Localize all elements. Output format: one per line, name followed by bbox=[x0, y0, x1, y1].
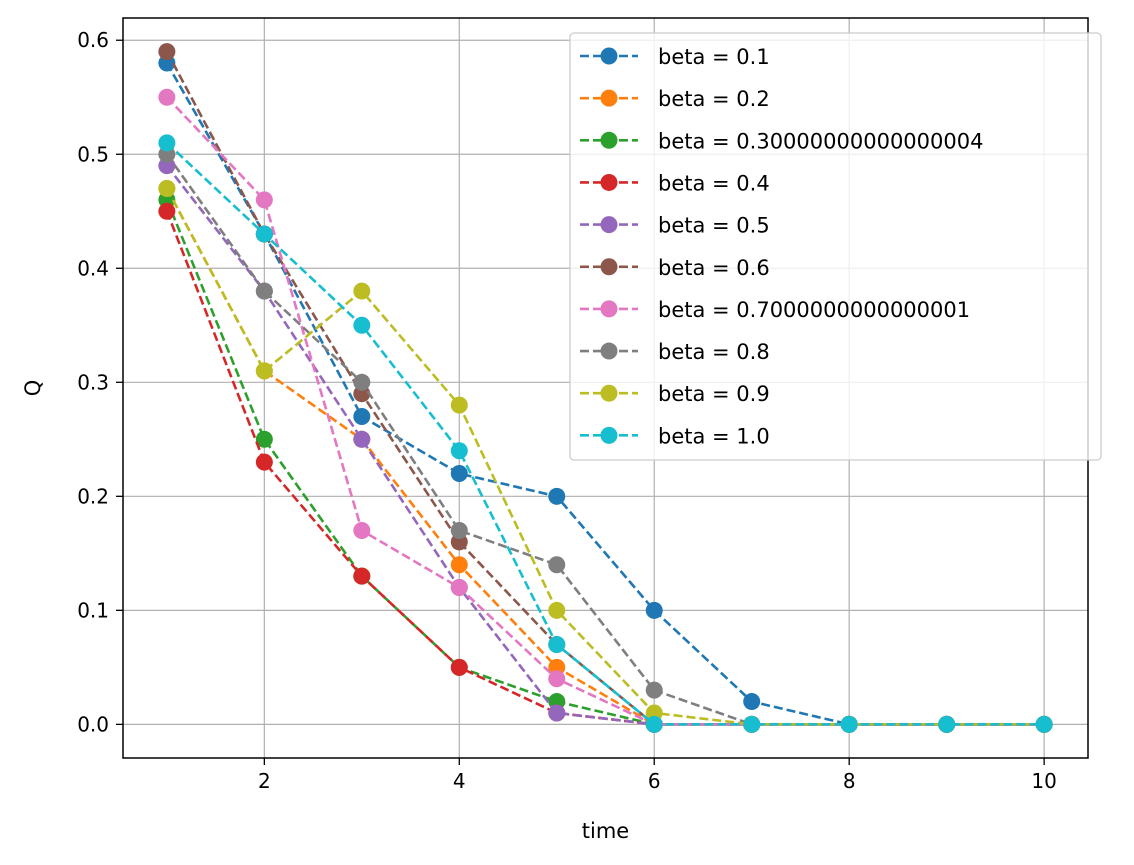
data-point bbox=[255, 430, 273, 448]
legend-marker bbox=[600, 173, 618, 191]
series-path bbox=[165, 141, 1045, 726]
data-point bbox=[255, 282, 273, 300]
series-path bbox=[165, 187, 1045, 726]
data-point bbox=[158, 88, 176, 106]
legend-marker bbox=[600, 342, 618, 360]
data-point bbox=[158, 43, 176, 61]
y-tick-label: 0.4 bbox=[77, 256, 109, 280]
x-tick-label: 4 bbox=[453, 769, 466, 793]
data-point bbox=[255, 362, 273, 380]
data-point bbox=[645, 601, 663, 619]
legend-marker bbox=[600, 89, 618, 107]
legend-label: beta = 0.9 bbox=[658, 382, 770, 406]
data-point bbox=[353, 373, 371, 391]
data-point bbox=[938, 715, 956, 733]
legend-label: beta = 0.4 bbox=[658, 171, 770, 195]
legend-marker bbox=[600, 216, 618, 234]
data-point bbox=[353, 567, 371, 585]
legend-item: beta = 0.5 bbox=[580, 214, 770, 238]
legend-item: beta = 0.9 bbox=[580, 382, 770, 406]
data-point bbox=[548, 601, 566, 619]
x-axis-label: time bbox=[582, 819, 629, 843]
legend-item: beta = 0.7000000000000001 bbox=[580, 298, 970, 322]
data-point bbox=[645, 715, 663, 733]
data-point bbox=[645, 681, 663, 699]
series-line bbox=[158, 134, 1053, 733]
data-point bbox=[353, 316, 371, 334]
data-point bbox=[1035, 715, 1053, 733]
data-point bbox=[353, 408, 371, 426]
data-point bbox=[743, 715, 761, 733]
legend: beta = 0.1 beta = 0.2 beta = 0.30000000000… bbox=[569, 32, 1102, 461]
data-point bbox=[548, 704, 566, 722]
data-point bbox=[548, 670, 566, 688]
data-point bbox=[158, 202, 176, 220]
y-tick-label: 0.3 bbox=[77, 370, 109, 394]
legend-box bbox=[569, 32, 1102, 461]
data-point bbox=[255, 453, 273, 471]
data-point bbox=[353, 282, 371, 300]
y-axis-label: Q bbox=[21, 380, 45, 397]
legend-label: beta = 0.7000000000000001 bbox=[658, 298, 970, 322]
x-tick-label: 6 bbox=[648, 769, 661, 793]
data-point bbox=[158, 179, 176, 197]
legend-marker bbox=[600, 300, 618, 318]
legend-item: beta = 0.6 bbox=[580, 256, 770, 280]
legend-item: beta = 0.1 bbox=[580, 45, 770, 69]
legend-item: beta = 0.30000000000000004 bbox=[580, 129, 983, 153]
data-point bbox=[450, 442, 468, 460]
data-point bbox=[450, 658, 468, 676]
data-point bbox=[450, 556, 468, 574]
legend-item: beta = 0.4 bbox=[580, 171, 770, 195]
data-point bbox=[840, 715, 858, 733]
data-point bbox=[743, 693, 761, 711]
y-tick-label: 0.1 bbox=[77, 598, 109, 622]
data-point bbox=[548, 487, 566, 505]
data-point bbox=[450, 465, 468, 483]
data-point bbox=[255, 191, 273, 209]
legend-item: beta = 0.2 bbox=[580, 87, 770, 111]
data-point bbox=[548, 636, 566, 654]
legend-marker bbox=[600, 426, 618, 444]
legend-marker bbox=[600, 47, 618, 65]
data-point bbox=[158, 134, 176, 152]
y-tick-label: 0.6 bbox=[77, 28, 109, 52]
data-series bbox=[158, 43, 1053, 733]
data-point bbox=[450, 522, 468, 540]
x-tick-label: 2 bbox=[258, 769, 271, 793]
x-tick-label: 10 bbox=[1031, 769, 1056, 793]
legend-label: beta = 0.6 bbox=[658, 256, 770, 280]
legend-label: beta = 0.2 bbox=[658, 87, 770, 111]
series-path bbox=[165, 62, 1045, 726]
data-point bbox=[450, 396, 468, 414]
y-tick-label: 0.5 bbox=[77, 142, 109, 166]
legend-label: beta = 0.5 bbox=[658, 214, 770, 238]
legend-label: beta = 1.0 bbox=[658, 424, 770, 448]
x-tick-label: 8 bbox=[843, 769, 856, 793]
legend-marker bbox=[600, 131, 618, 149]
legend-label: beta = 0.8 bbox=[658, 340, 770, 364]
axis-ticks: 2 4 6 8 10 0.0 0.1 0.2 0.3 0.4 0.5 0.6 bbox=[77, 28, 1057, 793]
legend-item: beta = 0.8 bbox=[580, 340, 770, 364]
data-point bbox=[353, 522, 371, 540]
data-point bbox=[353, 430, 371, 448]
legend-item: beta = 1.0 bbox=[580, 424, 770, 448]
y-tick-label: 0.0 bbox=[77, 712, 109, 736]
data-point bbox=[450, 579, 468, 597]
data-point bbox=[548, 556, 566, 574]
legend-label: beta = 0.30000000000000004 bbox=[658, 129, 983, 153]
legend-marker bbox=[600, 258, 618, 276]
data-point bbox=[255, 225, 273, 243]
y-tick-label: 0.2 bbox=[77, 484, 109, 508]
legend-label: beta = 0.1 bbox=[658, 45, 770, 69]
legend-marker bbox=[600, 384, 618, 402]
